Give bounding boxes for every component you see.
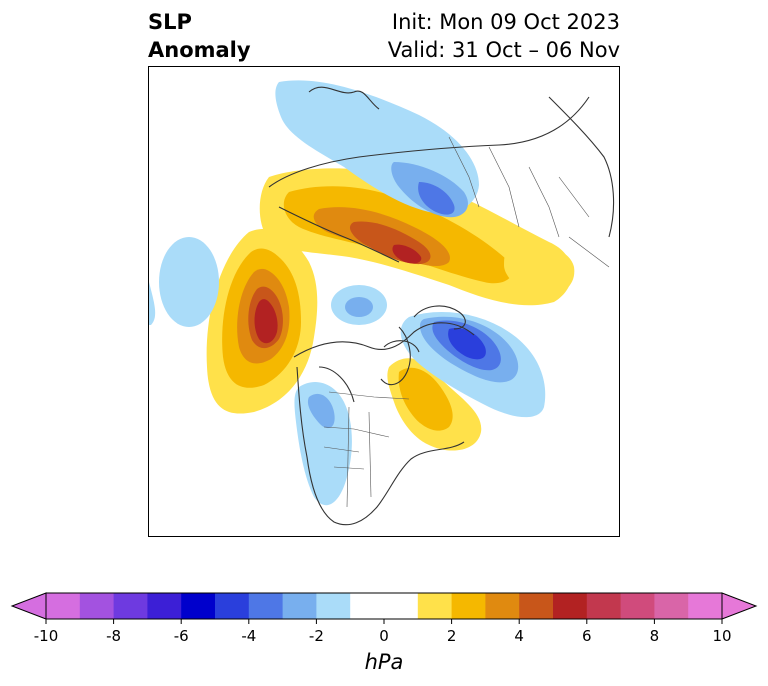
colorbar-bin bbox=[147, 593, 182, 619]
colorbar-bin bbox=[553, 593, 588, 619]
positive-anomaly-hudson-bay bbox=[387, 358, 482, 451]
colorbar-tick-label: -6 bbox=[173, 627, 189, 645]
colorbar-bin bbox=[586, 593, 622, 619]
negative-anomaly-siberia bbox=[275, 80, 479, 218]
negative-anomaly-greenland bbox=[400, 312, 546, 418]
colorbar-bin bbox=[316, 593, 351, 619]
negative-anomaly-western-na bbox=[294, 382, 352, 506]
colorbar-bin bbox=[350, 593, 419, 619]
colorbar-bin bbox=[248, 593, 284, 619]
colorbar-tick-label: 0 bbox=[379, 627, 389, 645]
colorbar-tick-label: 4 bbox=[514, 627, 524, 645]
colorbar-bin bbox=[79, 593, 115, 619]
colorbar-unit-label: hPa bbox=[364, 650, 404, 674]
colorbar-bin bbox=[519, 593, 554, 619]
init-date: Init: Mon 09 Oct 2023 bbox=[391, 10, 620, 34]
title-line-2: Anomaly bbox=[148, 38, 251, 62]
colorbar-tick-label: 8 bbox=[649, 627, 660, 645]
colorbar-bin bbox=[46, 593, 81, 619]
colorbar-under-arrow bbox=[10, 592, 47, 620]
colorbar-bin bbox=[113, 593, 148, 619]
map-title: SLP Anomaly bbox=[148, 8, 251, 64]
title-line-1: SLP bbox=[148, 10, 192, 34]
colorbar-bin bbox=[282, 593, 317, 619]
map-svg bbox=[149, 80, 615, 526]
positive-anomaly-eurasia bbox=[259, 168, 575, 306]
colorbar bbox=[10, 592, 758, 624]
coastlines bbox=[268, 86, 615, 526]
colorbar-bin bbox=[215, 593, 250, 619]
valid-date: Valid: 31 Oct – 06 Nov bbox=[387, 38, 620, 62]
colorbar-tick-label: 2 bbox=[446, 627, 457, 645]
colorbar-bin bbox=[485, 593, 520, 619]
colorbar-tick-label: -8 bbox=[106, 627, 122, 645]
colorbar-bin bbox=[451, 593, 486, 619]
colorbar-bin bbox=[181, 593, 216, 619]
colorbar-tick-label: -10 bbox=[33, 627, 59, 645]
colorbar-bin bbox=[620, 593, 655, 619]
colorbar-over-arrow bbox=[721, 592, 758, 620]
negative-anomaly-arctic-ocean bbox=[331, 285, 387, 325]
country-borders bbox=[323, 136, 610, 508]
positive-anomaly-gulf-of-alaska bbox=[206, 228, 318, 414]
colorbar-tick-label: 6 bbox=[582, 627, 592, 645]
colorbar-tick-label: 10 bbox=[712, 627, 732, 645]
colorbar-bin bbox=[654, 593, 689, 619]
colorbar-bin bbox=[417, 593, 453, 619]
colorbar-tick-label: -2 bbox=[308, 627, 324, 645]
forecast-dates: Init: Mon 09 Oct 2023 Valid: 31 Oct – 06… bbox=[388, 8, 620, 64]
colorbar-bin bbox=[688, 593, 723, 619]
negative-anomaly-north-pacific bbox=[149, 237, 219, 327]
colorbar-tick-label: -4 bbox=[241, 627, 257, 645]
anomaly-map bbox=[148, 66, 620, 537]
